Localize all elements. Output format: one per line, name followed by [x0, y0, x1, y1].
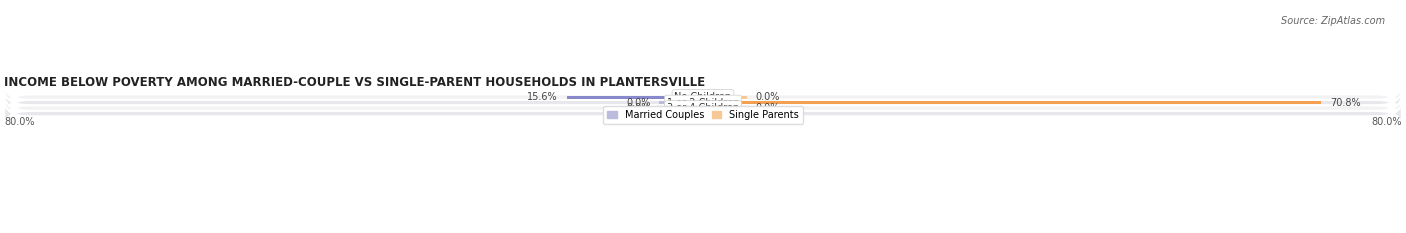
Text: 80.0%: 80.0%: [1371, 117, 1402, 127]
FancyBboxPatch shape: [4, 83, 1402, 111]
Bar: [703, 112, 747, 115]
Text: 15.6%: 15.6%: [527, 92, 558, 102]
Text: INCOME BELOW POVERTY AMONG MARRIED-COUPLE VS SINGLE-PARENT HOUSEHOLDS IN PLANTER: INCOME BELOW POVERTY AMONG MARRIED-COUPL…: [4, 76, 706, 89]
Text: 0.0%: 0.0%: [626, 103, 651, 113]
FancyBboxPatch shape: [4, 94, 1402, 122]
Bar: [703, 101, 1322, 104]
Text: 1 or 2 Children: 1 or 2 Children: [666, 98, 740, 108]
Bar: [703, 107, 747, 110]
Text: No Children: No Children: [675, 92, 731, 102]
FancyBboxPatch shape: [4, 100, 1402, 127]
Text: Source: ZipAtlas.com: Source: ZipAtlas.com: [1281, 16, 1385, 26]
FancyBboxPatch shape: [4, 89, 1402, 116]
Text: 5 or more Children: 5 or more Children: [658, 109, 748, 119]
Text: 0.0%: 0.0%: [755, 109, 780, 119]
Text: 3 or 4 Children: 3 or 4 Children: [666, 103, 740, 113]
Bar: [659, 107, 703, 110]
Bar: [659, 101, 703, 104]
Bar: [659, 112, 703, 115]
Text: 0.0%: 0.0%: [755, 92, 780, 102]
Text: 0.0%: 0.0%: [755, 103, 780, 113]
Bar: [703, 96, 747, 99]
Legend: Married Couples, Single Parents: Married Couples, Single Parents: [603, 106, 803, 124]
Bar: [567, 96, 703, 99]
Text: 0.0%: 0.0%: [626, 98, 651, 108]
Text: 80.0%: 80.0%: [4, 117, 35, 127]
Text: 70.8%: 70.8%: [1330, 98, 1361, 108]
Text: 0.0%: 0.0%: [626, 109, 651, 119]
